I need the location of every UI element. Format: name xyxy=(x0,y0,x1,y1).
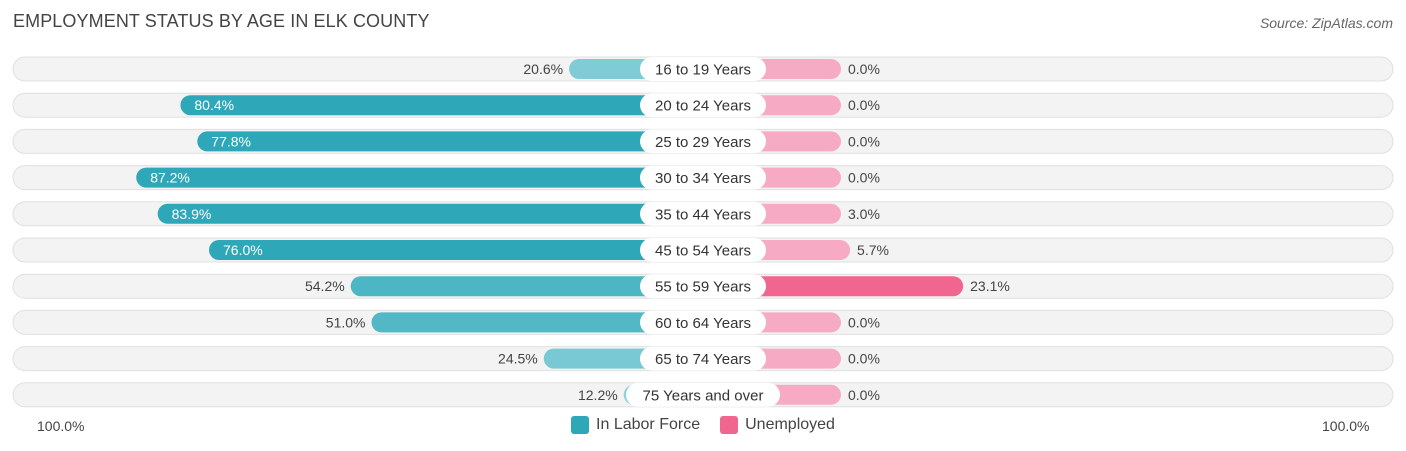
category-label: 65 to 74 Years xyxy=(655,351,751,368)
category-label: 30 to 34 Years xyxy=(655,170,751,187)
category-pill xyxy=(626,382,780,407)
category-label: 60 to 64 Years xyxy=(655,315,751,332)
chart-row: 55 to 59 Years 54.2% 23.1% xyxy=(12,273,1394,299)
legend-label-labor-force: In Labor Force xyxy=(596,416,701,433)
value-label-labor-force: 80.4% xyxy=(194,97,234,113)
legend-item-labor-force[interactable]: In Labor Force xyxy=(571,416,700,434)
legend-item-unemployed[interactable]: Unemployed xyxy=(720,416,835,434)
bar-labor-force xyxy=(209,240,703,260)
value-label-unemployed: 23.1% xyxy=(970,278,1010,294)
category-label: 35 to 44 Years xyxy=(655,206,751,223)
chart-row: 60 to 64 Years 51.0% 0.0% xyxy=(12,309,1394,335)
value-label-labor-force: 76.0% xyxy=(223,242,263,258)
value-label-labor-force: 51.0% xyxy=(326,314,366,330)
category-label: 45 to 54 Years xyxy=(655,243,751,260)
value-label-labor-force: 20.6% xyxy=(523,61,563,77)
chart-row: 35 to 44 Years 83.9% 3.0% xyxy=(12,201,1394,227)
source-note: Source: ZipAtlas.com xyxy=(1259,15,1393,31)
category-pill xyxy=(640,201,766,226)
bar-labor-force xyxy=(180,95,703,116)
value-label-unemployed: 0.0% xyxy=(848,387,880,403)
value-label-unemployed: 0.0% xyxy=(848,351,880,367)
chart-row: 16 to 19 Years 20.6% 0.0% xyxy=(12,56,1394,82)
bar-unemployed xyxy=(703,276,964,297)
axis-right-label: 100.0% xyxy=(1322,418,1370,434)
category-pill xyxy=(640,310,766,335)
category-pill xyxy=(640,274,766,299)
value-label-labor-force: 87.2% xyxy=(150,170,190,186)
value-label-unemployed: 0.0% xyxy=(848,61,880,77)
value-label-labor-force: 77.8% xyxy=(211,133,251,149)
value-label-unemployed: 0.0% xyxy=(848,133,880,149)
legend-label-unemployed: Unemployed xyxy=(745,416,835,433)
legend-swatch-unemployed xyxy=(720,416,739,434)
legend-swatch-labor-force xyxy=(571,416,590,434)
bar-labor-force xyxy=(197,131,704,152)
category-pill xyxy=(640,57,766,81)
bar-labor-force xyxy=(371,312,703,333)
value-label-labor-force: 54.2% xyxy=(305,278,345,294)
chart-row: 25 to 29 Years 77.8% 0.0% xyxy=(12,128,1394,154)
category-label: 25 to 29 Years xyxy=(655,134,751,151)
value-label-labor-force: 24.5% xyxy=(498,351,538,367)
category-label: 75 Years and over xyxy=(643,387,764,404)
chart-row: 65 to 74 Years 24.5% 0.0% xyxy=(12,346,1394,372)
category-pill xyxy=(640,165,766,190)
chart-row: 20 to 24 Years 80.4% 0.0% xyxy=(12,92,1394,118)
value-label-unemployed: 0.0% xyxy=(848,170,880,186)
category-pill xyxy=(640,346,766,371)
category-label: 16 to 19 Years xyxy=(655,62,751,79)
bar-labor-force xyxy=(157,203,703,224)
chart-row: 45 to 54 Years 76.0% 5.7% xyxy=(12,237,1394,263)
category-label: 55 to 59 Years xyxy=(655,279,751,296)
value-label-labor-force: 12.2% xyxy=(578,387,618,403)
value-label-unemployed: 0.0% xyxy=(848,97,880,113)
category-pill xyxy=(640,93,766,118)
bar-labor-force xyxy=(350,276,703,297)
chart-title: EMPLOYMENT STATUS BY AGE IN ELK COUNTY xyxy=(13,11,430,31)
category-label: 20 to 24 Years xyxy=(655,98,751,115)
value-label-labor-force: 83.9% xyxy=(172,206,212,222)
chart-row: 75 Years and over 12.2% 0.0% xyxy=(12,382,1394,408)
value-label-unemployed: 3.0% xyxy=(848,206,880,222)
category-pill xyxy=(640,238,766,262)
axis-left-label: 100.0% xyxy=(37,418,85,434)
legend: In Labor Force Unemployed xyxy=(0,416,1406,434)
bar-labor-force xyxy=(136,167,703,188)
chart-row: 30 to 34 Years 87.2% 0.0% xyxy=(12,165,1394,191)
value-label-unemployed: 0.0% xyxy=(848,314,880,330)
value-label-unemployed: 5.7% xyxy=(857,242,889,258)
category-pill xyxy=(640,129,766,154)
